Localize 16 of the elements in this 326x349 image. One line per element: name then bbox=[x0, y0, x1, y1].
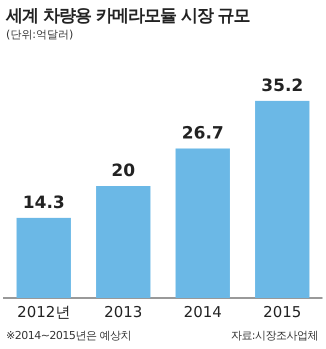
text: 자료:시장조사업체 bbox=[230, 328, 318, 343]
x-tick-label: 2015 bbox=[263, 302, 302, 321]
x-tick-label: 2013 bbox=[104, 302, 142, 321]
bar bbox=[96, 186, 150, 298]
data-label: 35.2 bbox=[261, 76, 304, 96]
data-label: 14.3 bbox=[22, 192, 65, 213]
data-label: 26.7 bbox=[182, 123, 224, 144]
text: ※2014~2015년은 예상치 bbox=[6, 328, 131, 343]
bar bbox=[16, 218, 71, 298]
chart-subtitle: (단위:억달러) bbox=[6, 27, 74, 42]
bar bbox=[255, 100, 310, 298]
bar bbox=[176, 148, 230, 298]
chart-title: 세계 차량용 카메라모듈 시장 규모 bbox=[6, 5, 250, 27]
x-tick-label: 2014 bbox=[184, 302, 222, 321]
data-label: 20 bbox=[111, 160, 136, 181]
x-tick-label: 2012년 bbox=[17, 302, 70, 321]
